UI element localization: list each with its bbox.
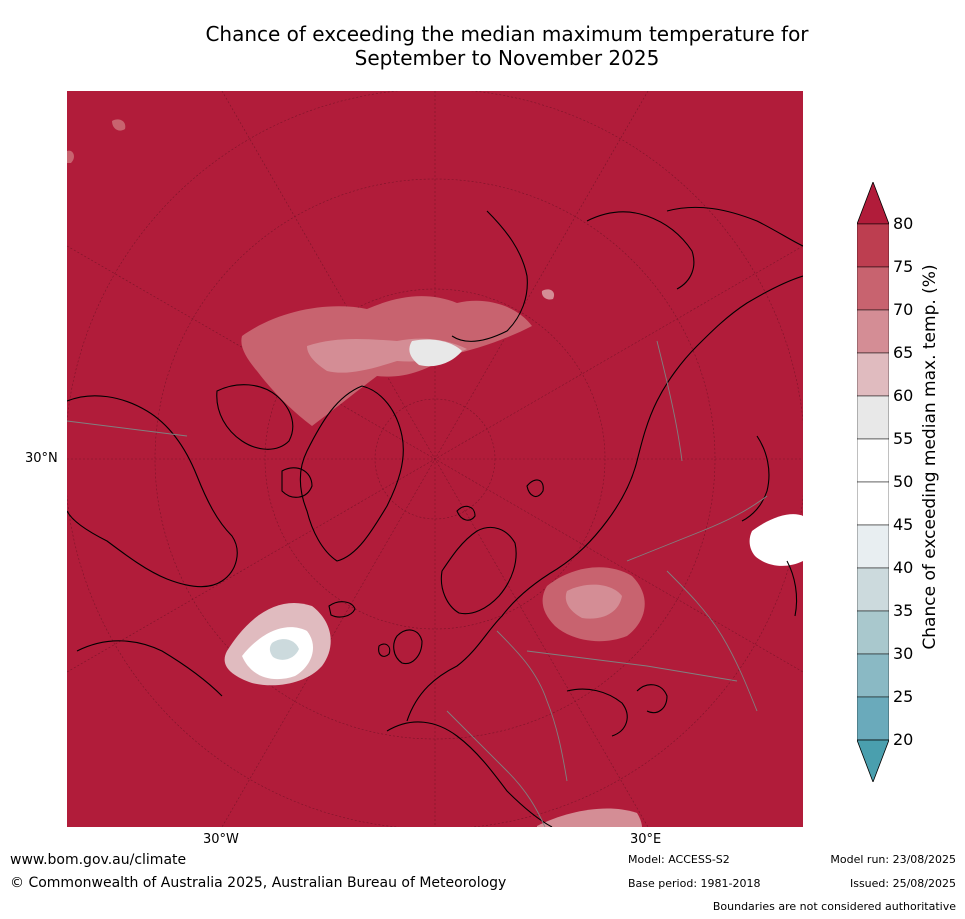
svalbard-coastline [456, 505, 476, 521]
patch-arctic-55 [409, 339, 462, 367]
colorbar-tick-75: 75 [893, 257, 914, 276]
greenland-coastline [299, 385, 404, 562]
canada-us-border [67, 420, 188, 437]
colorbar-extend-top [857, 182, 889, 225]
north-america-east-coastline [76, 640, 223, 697]
colorbar-band-45-50 [857, 481, 889, 526]
iceland-coastline [328, 601, 356, 618]
colorbar-band-70-75 [857, 266, 889, 311]
north-america-coastline [67, 395, 238, 588]
footer-copyright: © Commonwealth of Australia 2025, Austra… [10, 875, 507, 891]
longitude-label-east: 30°E [630, 832, 662, 847]
patch-small-2 [67, 150, 74, 163]
patch-south-65 [537, 808, 642, 827]
footer-issued: Issued: 25/08/2025 [849, 877, 956, 890]
canada-arctic-coastline [216, 384, 294, 450]
alaska-coastline [666, 206, 803, 247]
longitude-label-west: 30°W [203, 832, 239, 847]
footer-base-period: Base period: 1981-2018 [628, 877, 761, 890]
patch-siberia-65 [565, 584, 622, 619]
colorbar-band-35-40 [857, 567, 889, 612]
asia-border-2 [666, 570, 758, 712]
ireland-coastline [378, 643, 391, 657]
colorbar-band-65-70 [857, 309, 889, 354]
russia-east-border [656, 340, 683, 462]
colorbar-tick-65: 65 [893, 343, 914, 362]
colorbar-tick-55: 55 [893, 429, 914, 448]
asia-border-1 [626, 495, 768, 562]
colorbar-tick-60: 60 [893, 386, 914, 405]
colorbar-tick-25: 25 [893, 687, 914, 706]
colorbar-tick-70: 70 [893, 300, 914, 319]
colorbar-extend-bottom [857, 739, 889, 782]
patch-pacific-50 [749, 514, 803, 566]
colorbar-band-60-65 [857, 352, 889, 397]
colorbar-tick-40: 40 [893, 558, 914, 577]
colorbar-band-55-60 [857, 395, 889, 440]
black-sea-coastline [566, 688, 628, 737]
europe-border-2 [446, 710, 546, 827]
europe-south-coastline [386, 721, 553, 827]
colorbar-band-50-55 [857, 438, 889, 483]
chart-title-line-2: September to November 2025 [354, 46, 660, 70]
baffin-island-coastline [281, 467, 313, 498]
colorbar-tick-20: 20 [893, 730, 914, 749]
country-borders [67, 340, 768, 827]
colorbar-band-40-45 [857, 524, 889, 569]
colorbar-band-30-35 [857, 610, 889, 655]
colorbar-title: Chance of exceeding median max. temp. (%… [920, 264, 940, 650]
footer-model-run: Model run: 23/08/2025 [830, 853, 956, 866]
japan-coastline [786, 560, 798, 617]
scandinavia-coastline [440, 526, 517, 615]
colorbar-band-25-30 [857, 653, 889, 698]
uk-coastline [393, 629, 423, 665]
kamchatka-coastline [741, 435, 770, 522]
europe-border-1 [496, 630, 568, 782]
latitude-label: 30°N [25, 451, 58, 466]
siberia-coastline [451, 210, 528, 342]
chukotka-coastline [586, 211, 695, 290]
forecast-map [67, 91, 803, 827]
patch-atlantic-40 [269, 639, 299, 660]
footer-boundaries-note: Boundaries are not considered authoritat… [712, 900, 956, 913]
colorbar-band-75-80 [857, 223, 889, 268]
colorbar-tick-30: 30 [893, 644, 914, 663]
novaya-zemlya-coastline [526, 479, 544, 497]
eurasia-north-coastline [406, 275, 803, 722]
colorbar-band-20-25 [857, 696, 889, 741]
footer-model: Model: ACCESS-S2 [628, 853, 730, 866]
colorbar-tick-45: 45 [893, 515, 914, 534]
colorbar [857, 182, 889, 782]
colorbar-tick-35: 35 [893, 601, 914, 620]
chart-title-line-1: Chance of exceeding the median maximum t… [205, 22, 809, 46]
map-svg [67, 91, 803, 827]
footer-url: www.bom.gov.au/climate [10, 852, 187, 868]
probability-patches [67, 119, 803, 827]
patch-small-3 [541, 289, 555, 300]
caspian-sea-coastline [636, 684, 668, 714]
russia-border [526, 650, 738, 682]
colorbar-tick-50: 50 [893, 472, 914, 491]
patch-small-1 [112, 119, 126, 131]
coastlines [67, 206, 803, 827]
meridian-60e [67, 245, 803, 673]
colorbar-tick-80: 80 [893, 214, 914, 233]
graticule [67, 91, 803, 827]
